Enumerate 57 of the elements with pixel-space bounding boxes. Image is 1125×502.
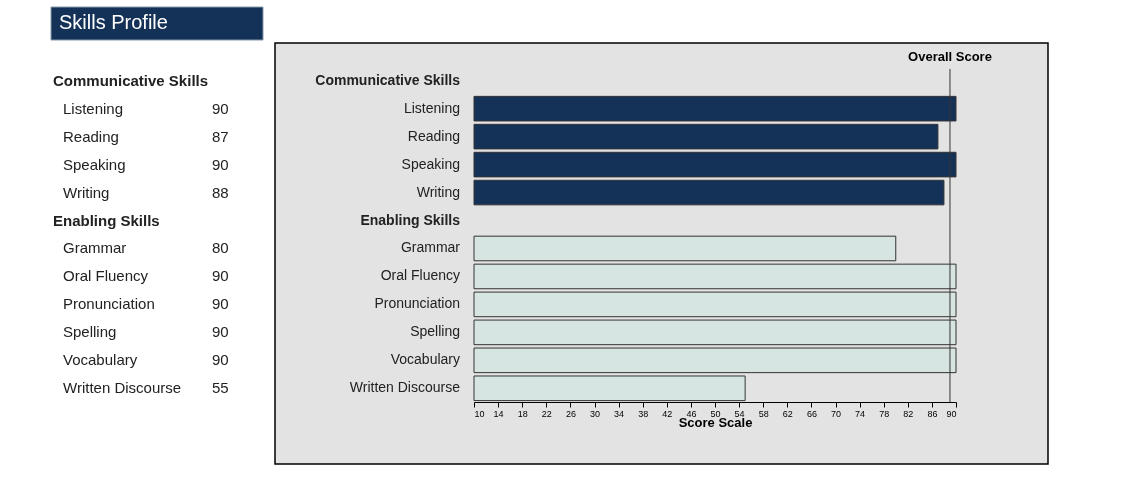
x-tick-label: 54 — [734, 408, 745, 419]
category-label: Oral Fluency — [63, 267, 149, 285]
y-tick-label: Vocabulary — [390, 351, 460, 368]
category-label: Pronunciation — [63, 295, 155, 313]
data-label: 55 — [212, 379, 229, 397]
y-tick-label: Communicative Skills — [315, 71, 461, 88]
text: Skills Profile — [59, 11, 168, 33]
x-tick-label: 30 — [589, 408, 601, 419]
category-label: Speaking — [63, 155, 126, 173]
category-label: Spelling — [63, 323, 117, 341]
category-label: Written Discourse — [63, 379, 182, 397]
x-tick-label: 14 — [493, 408, 504, 419]
x-tick-label: 90 — [946, 408, 957, 419]
data-label: 90 — [212, 99, 229, 117]
y-tick-label: Pronunciation — [374, 295, 460, 312]
data-label: 90 — [212, 267, 229, 285]
x-tick-label: 34 — [614, 408, 625, 419]
data-label: 88 — [212, 183, 229, 201]
y-tick-label: Speaking — [401, 155, 460, 172]
x-tick-label: 18 — [517, 408, 528, 419]
category-label: Reading — [63, 127, 119, 145]
x-tick-label: 26 — [565, 408, 576, 419]
x-tick-label: 58 — [758, 408, 769, 419]
x-tick-label: 50 — [710, 408, 721, 419]
x-tick-label: 78 — [879, 408, 890, 419]
y-tick-label: Reading — [407, 127, 460, 144]
x-tick-label: 62 — [782, 408, 793, 419]
ref-line-label: Overall Score — [908, 49, 992, 64]
category-label: Listening — [63, 99, 124, 117]
x-tick-label: 10 — [474, 408, 485, 419]
data-label: 90 — [212, 295, 229, 313]
category-label: Writing — [63, 183, 110, 201]
x-tick-label: 38 — [638, 408, 649, 419]
y-tick-label: Writing — [416, 183, 460, 200]
category-label: Communicative Skills — [53, 71, 209, 89]
x-tick-label: 46 — [686, 408, 697, 419]
y-tick-label: Written Discourse — [349, 379, 461, 396]
y-tick-label: Spelling — [410, 323, 460, 340]
category-label: Grammar — [63, 239, 127, 257]
y-tick-label: Enabling Skills — [360, 211, 461, 228]
category-label: Enabling Skills — [53, 211, 160, 229]
data-label: 90 — [212, 155, 229, 173]
data-label: 87 — [212, 127, 229, 145]
x-tick-label: 22 — [541, 408, 552, 419]
y-tick-label: Oral Fluency — [380, 267, 460, 284]
x-tick-label: 66 — [806, 408, 817, 419]
data-label: 90 — [212, 351, 229, 369]
x-tick-label: 74 — [855, 408, 866, 419]
x-tick-label: 86 — [927, 408, 938, 419]
y-tick-label: Listening — [403, 99, 460, 116]
category-label: Vocabulary — [63, 351, 138, 369]
x-tick-label: 70 — [830, 408, 842, 419]
x-tick-label: 42 — [662, 408, 673, 419]
data-label: 80 — [212, 239, 229, 257]
y-tick-label: Grammar — [400, 239, 461, 256]
data-label: 90 — [212, 323, 229, 341]
x-tick-label: 82 — [903, 408, 914, 419]
